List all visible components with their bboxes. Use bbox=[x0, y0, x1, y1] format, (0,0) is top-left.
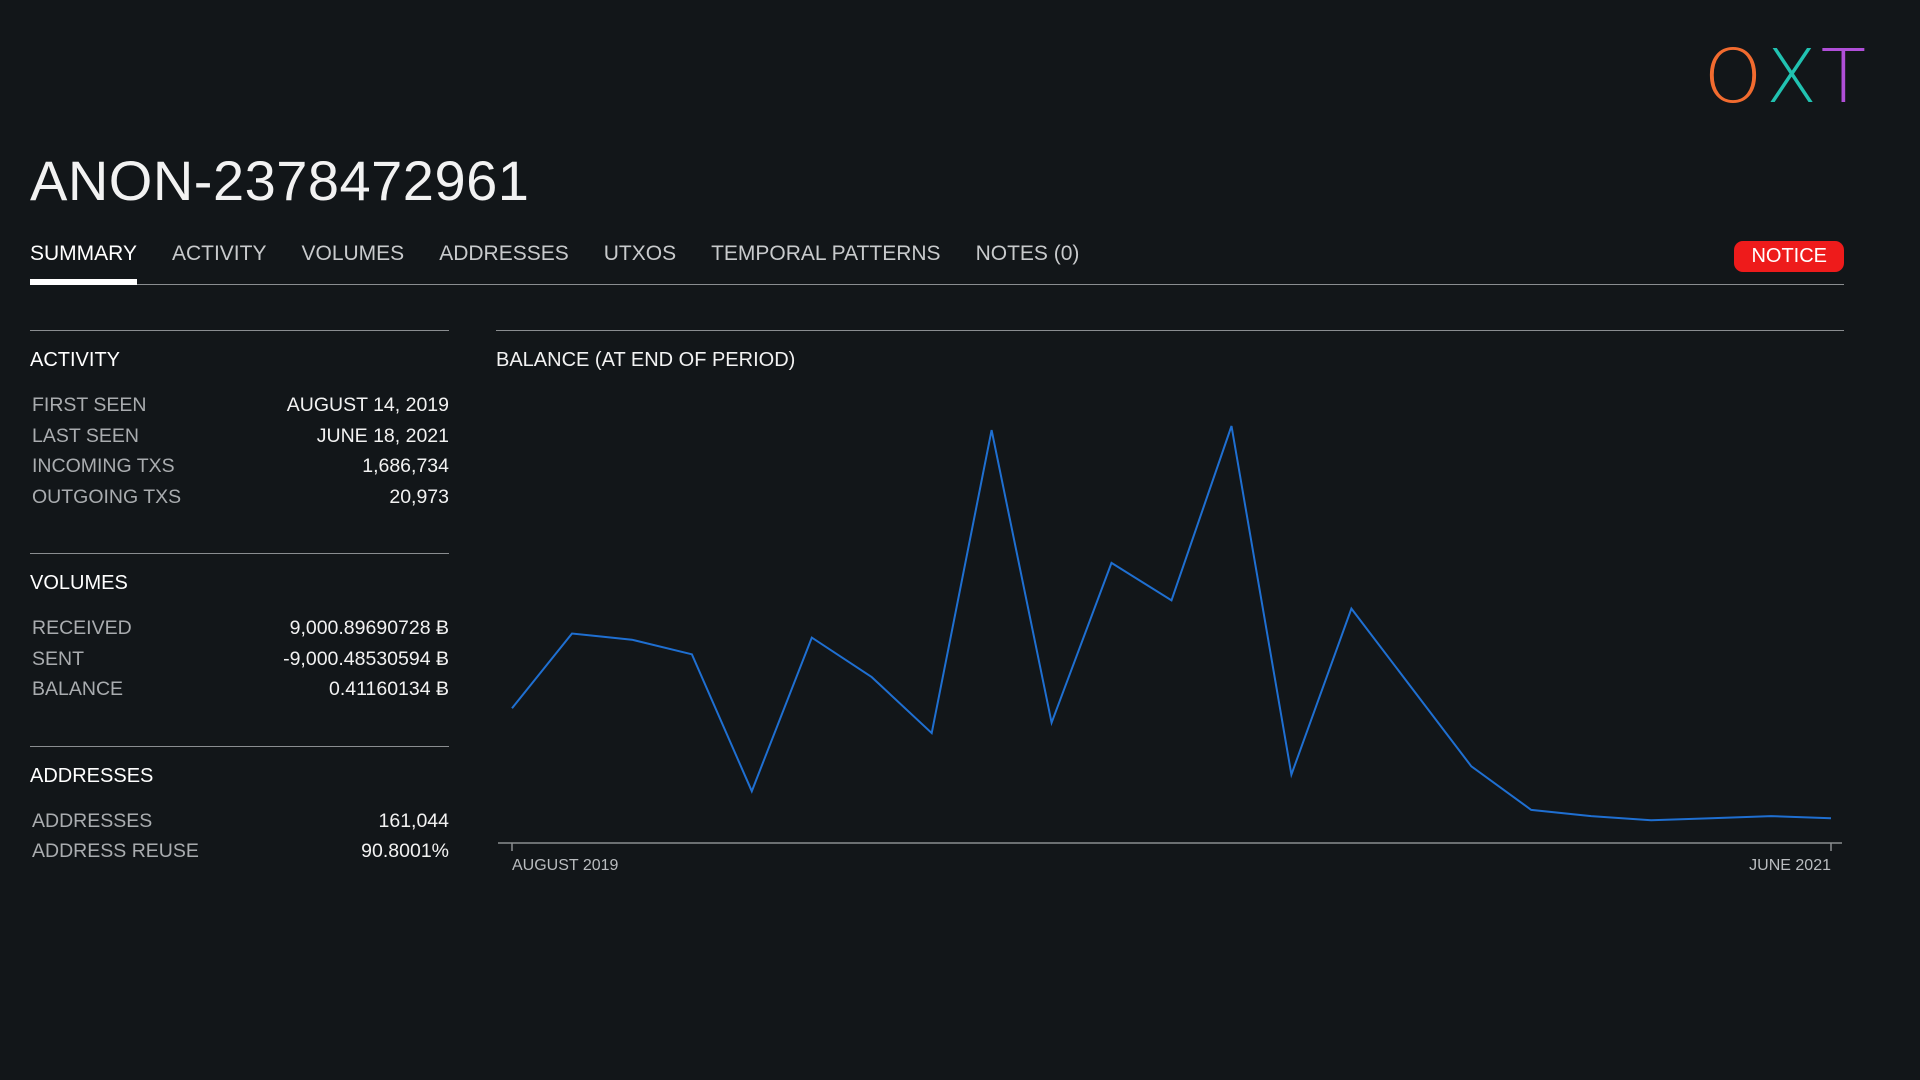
address-reuse-value: 90.8001% bbox=[361, 840, 449, 862]
address-reuse-label: ADDRESS REUSE bbox=[32, 840, 199, 862]
activity-section: ACTIVITY FIRST SEEN AUGUST 14, 2019 LAST… bbox=[30, 330, 449, 512]
logo-letter-t: T bbox=[1820, 34, 1870, 120]
x-axis-labels: AUGUST 2019 JUNE 2021 bbox=[512, 857, 1831, 874]
addresses-section: ADDRESSES ADDRESSES 161,044 ADDRESS REUS… bbox=[30, 745, 449, 867]
x-axis bbox=[498, 842, 1842, 851]
tab-activity[interactable]: ACTIVITY bbox=[171, 242, 267, 265]
volumes-heading: VOLUMES bbox=[30, 572, 128, 594]
last-seen-label: LAST SEEN bbox=[32, 424, 139, 447]
chart-series bbox=[511, 425, 1832, 822]
balance-chart: AUGUST 2019 JUNE 2021 bbox=[498, 425, 1842, 874]
logo-letter-x: X bbox=[1766, 34, 1821, 120]
stat-row: RECEIVED 9,000.89690728 Ƀ bbox=[30, 613, 449, 644]
last-seen-value: JUNE 18, 2021 bbox=[316, 424, 449, 447]
x-axis-label-end: JUNE 2021 bbox=[1749, 857, 1831, 874]
first-seen-label: FIRST SEEN bbox=[32, 394, 147, 416]
logo-letter-o: O bbox=[1703, 34, 1767, 120]
volumes-section: VOLUMES RECEIVED 9,000.89690728 Ƀ SENT -… bbox=[30, 553, 449, 705]
tab-summary[interactable]: SUMMARY bbox=[30, 242, 137, 285]
stat-row: INCOMING TXS 1,686,734 bbox=[30, 451, 449, 482]
tab-utxos[interactable]: UTXOS bbox=[603, 242, 677, 265]
tab-volumes[interactable]: VOLUMES bbox=[301, 242, 405, 265]
addresses-value: 161,044 bbox=[378, 809, 450, 832]
tab-addresses[interactable]: ADDRESSES bbox=[439, 242, 569, 265]
stat-row: SENT -9,000.48530594 Ƀ bbox=[30, 644, 449, 675]
outgoing-txs-value: 20,973 bbox=[389, 485, 449, 508]
first-seen-value: AUGUST 14, 2019 bbox=[286, 394, 449, 416]
addresses-label: ADDRESSES bbox=[32, 809, 153, 832]
stat-row: ADDRESSES 161,044 bbox=[30, 806, 449, 837]
tab-temporal-patterns[interactable]: TEMPORAL PATTERNS bbox=[711, 242, 941, 265]
stat-row: FIRST SEEN AUGUST 14, 2019 bbox=[30, 390, 449, 421]
sent-value: -9,000.48530594 Ƀ bbox=[283, 647, 449, 670]
outgoing-txs-label: OUTGOING TXS bbox=[32, 485, 182, 508]
notice-button[interactable]: NOTICE bbox=[1734, 241, 1844, 272]
addresses-heading: ADDRESSES bbox=[30, 764, 154, 787]
sent-label: SENT bbox=[32, 647, 85, 670]
stat-row: ADDRESS REUSE 90.8001% bbox=[30, 836, 449, 867]
summary-panel: ACTIVITY FIRST SEEN AUGUST 14, 2019 LAST… bbox=[30, 330, 449, 908]
chart-title: BALANCE (AT END OF PERIOD) bbox=[496, 349, 796, 371]
balance-label: BALANCE bbox=[32, 678, 124, 700]
received-value: 9,000.89690728 Ƀ bbox=[289, 617, 449, 639]
oxt-logo[interactable]: O X T bbox=[1704, 40, 1870, 114]
balance-series-line bbox=[511, 425, 1832, 822]
tab-bar: SUMMARY ACTIVITY VOLUMES ADDRESSES UTXOS… bbox=[30, 241, 1844, 285]
activity-heading: ACTIVITY bbox=[30, 349, 121, 371]
received-label: RECEIVED bbox=[32, 617, 132, 639]
tab-notes[interactable]: NOTES (0) bbox=[975, 242, 1080, 265]
stat-row: BALANCE 0.41160134 Ƀ bbox=[30, 674, 449, 705]
stat-row: LAST SEEN JUNE 18, 2021 bbox=[30, 421, 449, 452]
balance-chart-panel: BALANCE (AT END OF PERIOD) AUGUST 2019 JU… bbox=[496, 330, 1844, 874]
stat-row: OUTGOING TXS 20,973 bbox=[30, 482, 449, 513]
balance-value: 0.41160134 Ƀ bbox=[329, 678, 449, 700]
incoming-txs-value: 1,686,734 bbox=[362, 455, 449, 477]
x-axis-label-start: AUGUST 2019 bbox=[512, 857, 619, 874]
incoming-txs-label: INCOMING TXS bbox=[32, 455, 175, 477]
page-title: ANON-2378472961 bbox=[30, 149, 530, 212]
